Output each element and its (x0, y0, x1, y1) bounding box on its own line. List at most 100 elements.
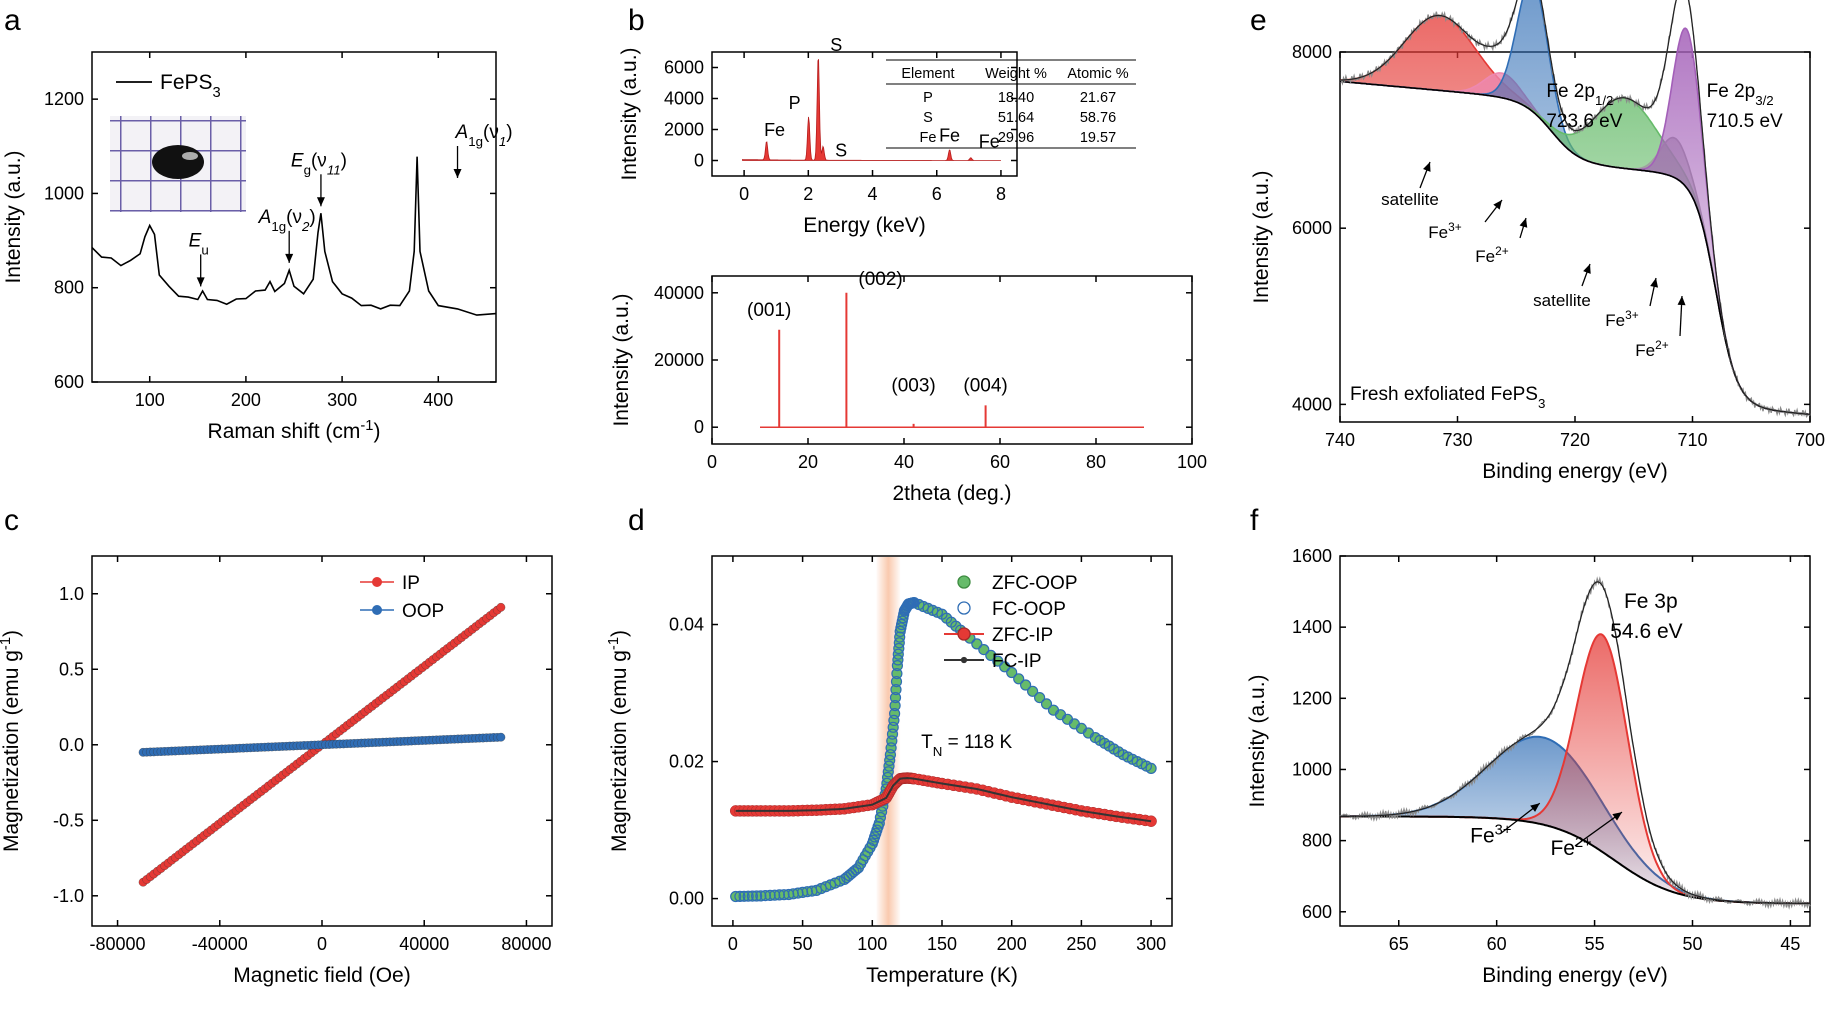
x-axis-label-part: Temperature (K) (866, 964, 1018, 987)
peak-annotation-part: (ν (483, 122, 499, 143)
x-tick-label: 6 (932, 184, 942, 204)
x-tick-label: -80000 (90, 934, 146, 954)
mt-line-fc-ip (735, 776, 1152, 823)
x-tick-label: 80 (1086, 452, 1106, 472)
y-tick-label: 0 (694, 417, 704, 437)
mt-point-fc-oop (891, 667, 903, 680)
xps-peak-label: satellite (1533, 291, 1591, 310)
peak-annotation-part: E (291, 150, 304, 171)
mt-point-fc-oop (829, 877, 841, 889)
peak-title-2p32-part: 3/2 (1755, 93, 1774, 108)
x-tick-label: 200 (997, 934, 1027, 954)
sample-state-label-part: Fresh exfoliated FePS (1350, 384, 1538, 405)
mt-point-fc-oop (885, 742, 897, 754)
x-tick-label: 100 (1177, 452, 1207, 472)
panel-label-c: c (4, 504, 19, 537)
peak-title-2p12-part: 1/2 (1595, 93, 1614, 108)
peak-energy-3p: 54.6 eV (1610, 620, 1682, 643)
x-tick-label: 40000 (399, 934, 449, 954)
y-tick-label: 1200 (44, 89, 84, 109)
xps-peak-label-part: 2+ (1495, 244, 1509, 258)
x-tick-label: 730 (1442, 430, 1472, 450)
xrd-peak-label: (004) (963, 375, 1007, 396)
panel-label-a: a (4, 4, 21, 37)
peak-annotation-part: (ν (311, 150, 327, 171)
y-axis-label-part: Magnetization (emu g (608, 650, 631, 852)
neel-temperature-label: TN = 118 K (921, 732, 1012, 759)
table-header-cell: Weight % (985, 66, 1047, 82)
mt-point-fc-oop (1013, 673, 1025, 685)
mt-point-fc-oop (894, 631, 906, 643)
y-tick-label: -1.0 (53, 886, 84, 906)
mt-point-fc-oop (875, 806, 888, 818)
x-tick-label: 250 (1066, 934, 1096, 954)
y-tick-label: 0.04 (669, 615, 704, 635)
x-axis-label-part: Binding energy (eV) (1482, 964, 1668, 987)
eds-spectrum-area (742, 59, 1001, 161)
y-tick-label: 0.00 (669, 889, 704, 909)
legend-marker (957, 601, 971, 615)
mt-point-fc-oop (884, 754, 896, 767)
eds-peak-label: Fe (764, 120, 785, 140)
y-tick-label: 600 (54, 372, 84, 392)
panel-label-d: d (628, 504, 645, 537)
y-axis-label: Intensity (a.u.) (1250, 170, 1273, 303)
mt-point-fc-oop (810, 884, 823, 897)
xrd-peak-label: (002) (858, 269, 902, 290)
x-axis-label-part: Raman shift (cm (208, 420, 361, 443)
legend-marker-oop (372, 605, 382, 615)
xps-peak-arrow-head (1583, 264, 1591, 274)
mt-point-fc-oop (893, 637, 905, 649)
table-cell: 21.67 (1080, 90, 1116, 106)
mt-point-fc-oop (834, 875, 846, 887)
mt-point-fc-oop (917, 600, 930, 613)
neel-temperature-label-part: = 118 K (942, 732, 1012, 753)
legend-label-oop: OOP (402, 601, 444, 622)
y-axis-label-part: Intensity (a.u.) (1246, 674, 1269, 807)
mt-point-fc-oop (801, 886, 813, 898)
xps-peak-label-fe3: Fe3+ (1470, 822, 1511, 847)
y-tick-label: 20000 (654, 350, 704, 370)
x-tick-label: 60 (1487, 934, 1507, 954)
x-tick-label: 2 (803, 184, 813, 204)
sample-state-label-part: 3 (1538, 396, 1545, 411)
raman-spectrum-line (91, 156, 497, 316)
mt-point-fc-oop (892, 648, 904, 660)
xps-peak-label-fe2-part: Fe (1550, 837, 1575, 860)
y-tick-label: 1400 (1292, 617, 1332, 637)
sample-state-label: Fresh exfoliated FePS3 (1350, 384, 1545, 411)
plot-frame (1339, 51, 1811, 423)
y-tick-label: 1000 (44, 183, 84, 203)
mt-point-fc-oop (820, 881, 832, 893)
x-tick-label: 65 (1389, 934, 1409, 954)
xps-peak-label-part: Fe (1428, 223, 1448, 242)
x-tick-label: 0 (739, 184, 749, 204)
xps-peak-label-fe3-part: Fe (1470, 824, 1495, 847)
mt-point-fc-oop (778, 889, 790, 901)
mt-point-fc-oop (889, 691, 902, 704)
y-tick-label: 0.02 (669, 752, 704, 772)
x-axis-label: Binding energy (eV) (1482, 460, 1668, 483)
legend-label-feps3-part: FePS (160, 71, 213, 94)
y-tick-label: 40000 (654, 283, 704, 303)
y-axis-label-part: -1 (0, 637, 14, 650)
panel-d-mt: 0 50 100 150 200 250 300 0.00 0.02 0.04 Temperatur… (606, 555, 1173, 987)
y-axis-label-part: ) (608, 630, 631, 637)
eds-peak-label: Fe (979, 132, 1000, 152)
x-tick-label: 50 (793, 934, 813, 954)
y-axis-label-part: Intensity (a.u.) (618, 47, 641, 180)
xps-peak-label-part: 3+ (1625, 308, 1639, 322)
mt-point-fc-oop (1026, 685, 1039, 697)
legend-label: ZFC-IP (992, 625, 1053, 646)
peak-arrow-head (316, 197, 325, 207)
plot-frame (711, 51, 1018, 177)
plot-frame (1339, 555, 1811, 927)
y-tick-label: 600 (1302, 902, 1332, 922)
mt-point-fc-oop (1006, 666, 1018, 679)
y-axis-label: Intensity (a.u.) (1246, 674, 1269, 807)
x-axis-label: 2theta (deg.) (892, 482, 1011, 505)
x-tick-label: 80000 (501, 934, 551, 954)
y-tick-label: 800 (54, 278, 84, 298)
neel-temperature-label-part: N (933, 743, 943, 758)
mt-point-fc-oop (734, 890, 746, 903)
